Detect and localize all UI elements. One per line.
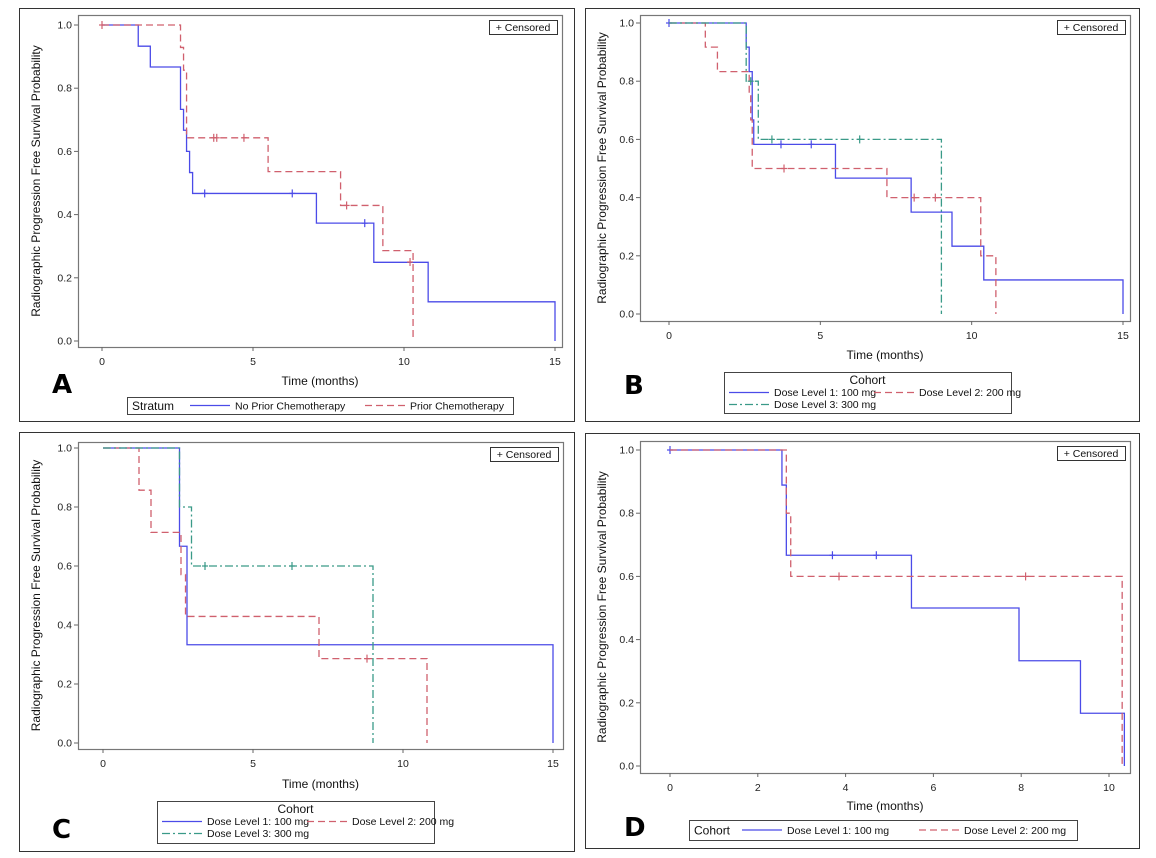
y-axis-label: Radiographic Progression Free Survival P… (595, 32, 609, 303)
panel-letter: A (52, 370, 72, 400)
plot-area (77, 441, 565, 751)
x-tick-label: 5 (250, 356, 256, 368)
x-tick-label: 0 (99, 356, 105, 368)
legend-entry-label: Prior Chemotherapy (410, 401, 505, 413)
km-curve-dose-level-3-300-mg (103, 447, 374, 743)
censored-legend-label: + Censored (1064, 448, 1119, 460)
km-curve-dose-level-3-300-mg (669, 22, 943, 314)
x-tick-label: 0 (667, 782, 673, 794)
x-tick-label: 6 (930, 782, 936, 794)
x-tick-label: 5 (250, 758, 256, 770)
y-tick-label: 0.2 (57, 679, 72, 691)
x-tick-label: 15 (547, 758, 559, 770)
legend-entry-label: Dose Level 1: 100 mg (774, 387, 876, 399)
x-tick-label: 0 (100, 758, 106, 770)
censored-legend-box (1057, 20, 1126, 35)
x-axis-label: Time (months) (847, 348, 924, 362)
y-tick-label: 0.0 (57, 738, 72, 750)
y-tick-label: 0.8 (57, 502, 72, 514)
x-tick-label: 10 (397, 758, 409, 770)
legend-entry-label: Dose Level 3: 300 mg (774, 399, 876, 411)
y-tick-label: 0.2 (619, 697, 634, 709)
y-tick-label: 0.8 (619, 76, 634, 88)
km-curve-dose-level-1-100-mg (669, 22, 1124, 314)
legend-title: Stratum (132, 399, 174, 413)
censored-legend-label: + Censored (496, 22, 551, 34)
km-curve-prior-chemotherapy (102, 24, 414, 341)
y-tick-label: 0.6 (619, 134, 634, 146)
censored-legend-label: + Censored (497, 449, 552, 461)
y-tick-label: 0.4 (57, 620, 72, 632)
legend-box (157, 801, 435, 844)
legend-entry-label: No Prior Chemotherapy (235, 401, 346, 413)
x-tick-label: 15 (549, 356, 561, 368)
y-axis-label: Radiographic Progression Free Survival P… (29, 45, 43, 316)
x-tick-label: 2 (755, 782, 761, 794)
legend-entry-label: Dose Level 2: 200 mg (964, 825, 1066, 837)
y-tick-label: 0.4 (57, 209, 72, 221)
y-tick-label: 1.0 (619, 18, 634, 30)
y-tick-label: 1.0 (57, 443, 72, 455)
legend-entry-label: Dose Level 1: 100 mg (787, 825, 889, 837)
y-tick-label: 0.0 (57, 336, 72, 348)
panel-letter: B (624, 371, 644, 401)
legend-title: Cohort (277, 802, 314, 816)
legend-box (724, 372, 1012, 414)
y-axis-label: Radiographic Progression Free Survival P… (595, 471, 609, 742)
y-tick-label: 0.6 (619, 571, 634, 583)
panel-letter: C (52, 815, 71, 845)
censored-legend-label: + Censored (1064, 22, 1119, 34)
y-tick-label: 0.6 (57, 561, 72, 573)
y-tick-label: 0.0 (619, 309, 634, 321)
y-tick-label: 0.0 (619, 761, 634, 773)
panel-a: 0.0 0.2 0.4 0.6 0.8 1.0 0 5 10 15 Time (months) Rad… (19, 8, 575, 422)
y-tick-label: 0.8 (57, 83, 72, 95)
censored-legend-box (490, 447, 559, 462)
plot-area (639, 440, 1132, 775)
y-tick-label: 1.0 (619, 445, 634, 457)
legend-entry-label: Dose Level 2: 200 mg (919, 387, 1021, 399)
x-tick-label: 0 (666, 330, 672, 342)
km-curve-dose-level-2-200-mg (669, 22, 997, 314)
y-tick-label: 0.4 (619, 634, 634, 646)
legend-entry-label: Dose Level 3: 300 mg (207, 828, 309, 840)
y-axis-label: Radiographic Progression Free Survival P… (29, 460, 43, 731)
y-tick-label: 1.0 (57, 20, 72, 32)
km-curve-dose-level-2-200-mg (670, 449, 1123, 766)
panel-d: 0.0 0.2 0.4 0.6 0.8 1.0 0 2 4 6 8 10 Time (months) Ra… (585, 433, 1140, 849)
x-tick-label: 10 (398, 356, 410, 368)
y-tick-label: 0.8 (619, 508, 634, 520)
x-tick-label: 10 (1103, 782, 1115, 794)
legend-box (689, 820, 1078, 841)
panel-b: 0.0 0.2 0.4 0.6 0.8 1.0 0 5 10 15 Time (months) Rad… (585, 8, 1140, 422)
y-tick-label: 0.2 (619, 250, 634, 262)
panel-c: 0.0 0.2 0.4 0.6 0.8 1.0 0 5 10 15 Time (months) Rad… (19, 432, 575, 852)
legend-title: Cohort (849, 373, 886, 387)
x-tick-label: 8 (1018, 782, 1024, 794)
legend-box (127, 397, 514, 415)
km-curve-dose-level-1-100-mg (670, 449, 1126, 766)
censored-legend-box (1057, 446, 1126, 461)
x-tick-label: 15 (1117, 330, 1129, 342)
km-curve-dose-level-2-200-mg (103, 447, 428, 743)
x-axis-label: Time (months) (282, 374, 359, 388)
plot-area (77, 14, 564, 349)
x-axis-label: Time (months) (847, 799, 924, 813)
y-tick-label: 0.6 (57, 146, 72, 158)
y-tick-label: 0.4 (619, 192, 634, 204)
legend-entry-label: Dose Level 2: 200 mg (352, 816, 454, 828)
legend-title: Cohort (694, 824, 731, 838)
x-axis-label: Time (months) (282, 777, 359, 791)
x-tick-label: 10 (966, 330, 978, 342)
censored-legend-box (489, 20, 558, 35)
km-curve-no-prior-chemotherapy (102, 24, 556, 341)
panel-letter: D (624, 813, 646, 843)
plot-area (639, 14, 1132, 323)
y-tick-label: 0.2 (57, 272, 72, 284)
legend-entry-label: Dose Level 1: 100 mg (207, 816, 309, 828)
x-tick-label: 4 (843, 782, 849, 794)
x-tick-label: 5 (817, 330, 823, 342)
